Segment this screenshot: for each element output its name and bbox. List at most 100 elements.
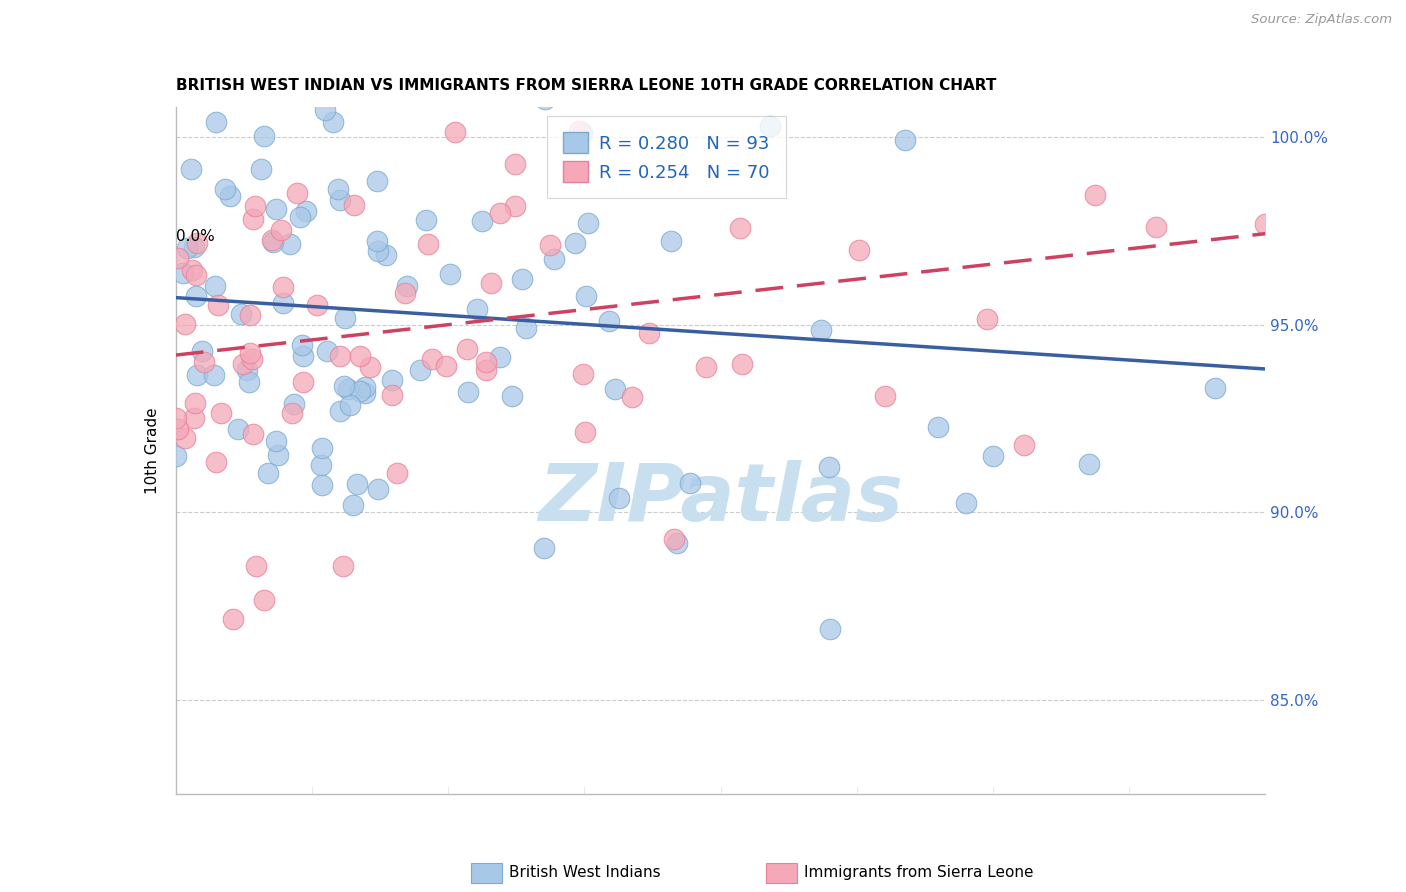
Point	[172, 266, 194, 280]
Point	[666, 535, 689, 549]
Text: ZIPatlas: ZIPatlas	[538, 459, 903, 538]
Point	[571, 367, 593, 381]
Point	[359, 360, 381, 375]
Point	[515, 321, 537, 335]
Point	[226, 422, 249, 436]
Point	[257, 466, 280, 480]
Point	[695, 360, 717, 375]
Point	[478, 83, 501, 97]
Point	[167, 251, 190, 265]
Point	[366, 174, 388, 188]
Point	[186, 235, 208, 250]
Point	[253, 593, 276, 607]
Point	[180, 161, 202, 176]
Point	[311, 477, 333, 491]
Point	[479, 276, 502, 290]
Point	[176, 242, 198, 256]
Point	[242, 212, 264, 227]
Point	[503, 157, 526, 171]
Point	[568, 123, 591, 137]
Text: Source: ZipAtlas.com: Source: ZipAtlas.com	[1251, 13, 1392, 27]
Point	[418, 236, 440, 251]
Point	[1084, 188, 1107, 202]
Point	[209, 406, 232, 420]
Point	[457, 384, 479, 399]
Point	[1204, 381, 1226, 395]
Point	[533, 92, 555, 106]
Point	[731, 357, 754, 371]
Point	[307, 298, 329, 312]
Point	[465, 301, 488, 316]
Point	[204, 278, 226, 293]
Point	[253, 128, 276, 143]
Point	[271, 279, 294, 293]
Y-axis label: 10th Grade: 10th Grade	[145, 407, 160, 494]
Text: 0.0%: 0.0%	[176, 229, 215, 244]
Point	[409, 363, 432, 377]
Point	[205, 115, 228, 129]
Point	[503, 199, 526, 213]
Point	[333, 311, 356, 326]
Point	[598, 314, 620, 328]
Point	[240, 352, 263, 367]
Point	[193, 354, 215, 368]
Point	[381, 388, 404, 402]
Point	[927, 419, 949, 434]
Point	[488, 205, 510, 219]
Point	[375, 248, 398, 262]
Point	[245, 199, 267, 213]
Point	[381, 373, 404, 387]
Point	[513, 36, 536, 50]
Point	[574, 425, 596, 440]
Point	[976, 311, 998, 326]
Point	[415, 213, 437, 227]
Point	[239, 346, 262, 360]
Point	[456, 342, 478, 356]
Point	[184, 395, 207, 409]
Point	[332, 50, 354, 64]
Point	[475, 363, 498, 377]
Point	[342, 499, 364, 513]
Point	[336, 382, 359, 396]
Point	[231, 307, 253, 321]
Point	[533, 541, 555, 555]
Point	[267, 448, 290, 462]
Point	[354, 385, 377, 400]
Text: Immigrants from Sierra Leone: Immigrants from Sierra Leone	[804, 865, 1033, 880]
Point	[232, 357, 254, 371]
Point	[222, 611, 245, 625]
Point	[873, 389, 896, 403]
Point	[444, 125, 467, 139]
Point	[280, 237, 302, 252]
Point	[207, 298, 229, 312]
Point	[266, 434, 288, 448]
Point	[638, 326, 661, 340]
Point	[202, 368, 225, 382]
Point	[329, 403, 352, 417]
Point	[191, 344, 214, 359]
Point	[810, 323, 832, 337]
Point	[1012, 438, 1035, 452]
Point	[343, 198, 366, 212]
Point	[1077, 457, 1099, 471]
Point	[818, 460, 841, 475]
Point	[474, 44, 496, 58]
Point	[326, 182, 349, 196]
Point	[759, 120, 782, 134]
Point	[661, 234, 683, 248]
Point	[322, 115, 344, 129]
Point	[955, 495, 977, 509]
Point	[181, 262, 204, 277]
Point	[571, 127, 593, 141]
Point	[1254, 217, 1277, 231]
Point	[664, 532, 686, 546]
Point	[186, 368, 208, 383]
Point	[214, 182, 236, 196]
Point	[1144, 220, 1167, 235]
Point	[538, 237, 561, 252]
Point	[266, 202, 288, 216]
Point	[291, 375, 314, 389]
Point	[439, 267, 461, 281]
Point	[311, 441, 333, 455]
Point	[250, 162, 273, 177]
